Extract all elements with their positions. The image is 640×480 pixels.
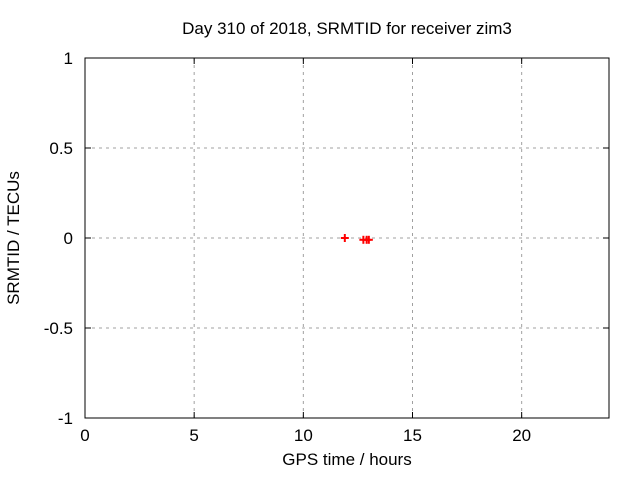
x-tick-label: 0 [80,426,89,445]
x-tick-label: 10 [294,426,313,445]
y-tick-label: 1 [64,49,73,68]
chart-title: Day 310 of 2018, SRMTID for receiver zim… [182,19,512,38]
x-axis-title: GPS time / hours [282,450,412,469]
y-tick-label: 0.5 [49,139,73,158]
plot-border [84,57,610,419]
x-tick-label: 15 [403,426,422,445]
x-tick-label: 20 [512,426,531,445]
y-tick-label: -1 [58,409,73,428]
x-tick-label: 5 [189,426,198,445]
y-tick-label: -0.5 [44,319,73,338]
y-tick-label: 0 [64,229,73,248]
